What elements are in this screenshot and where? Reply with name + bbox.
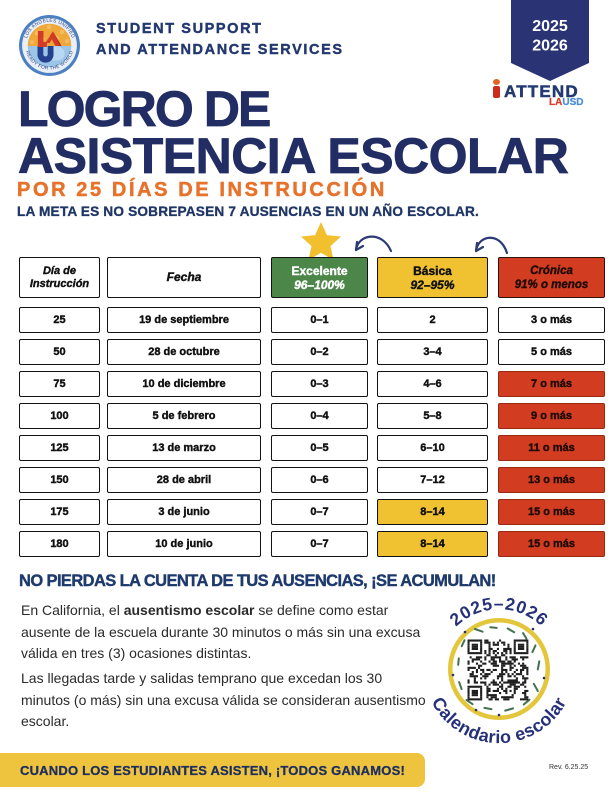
svg-text:2025: 2025: [532, 18, 568, 35]
svg-text:2026: 2026: [532, 38, 568, 55]
